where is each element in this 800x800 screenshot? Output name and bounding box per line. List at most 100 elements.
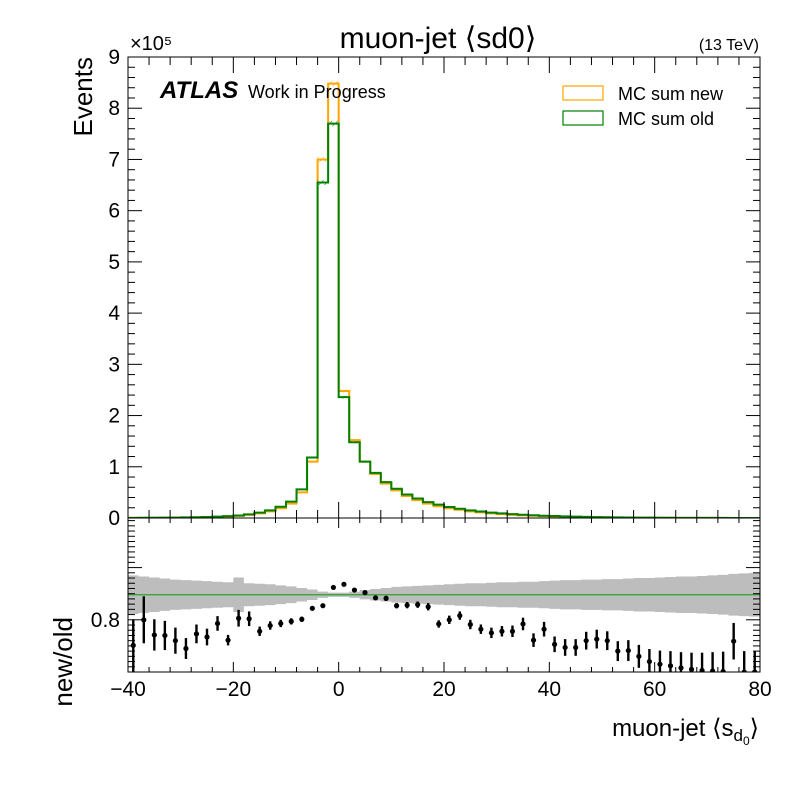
main-y-tick-label: 3 [108, 353, 120, 376]
ratio-x-tick-label: −20 [216, 678, 252, 701]
ratio-x-tick-label: 20 [432, 678, 455, 701]
ratio-point [731, 638, 737, 644]
x-axis-label-subsub: 0 [743, 734, 750, 748]
ratio-point [246, 616, 252, 622]
ratio-point [604, 638, 610, 644]
status-label: Work in Progress [248, 82, 386, 102]
main-data-layer [128, 80, 760, 518]
ratio-point [404, 602, 410, 608]
main-y-tick-label: 2 [108, 405, 120, 428]
ratio-point [562, 644, 568, 651]
ratio-point [657, 661, 663, 667]
histogram-new [128, 82, 760, 518]
ratio-y-tick-label: 0.8 [91, 609, 120, 632]
ratio-point [457, 613, 463, 619]
y-multiplier: ×10⁵ [130, 33, 172, 55]
ratio-point [330, 584, 336, 591]
x-axis-label-sub: d [733, 726, 742, 745]
ratio-point [541, 626, 547, 632]
main-y-tick-label: 8 [108, 97, 120, 120]
ratio-point [741, 669, 747, 672]
ratio-point [236, 615, 242, 621]
ratio-x-tick-label: 60 [643, 678, 666, 701]
ratio-x-tick-label: −40 [110, 678, 146, 701]
ratio-y-axis-label: new/old [48, 617, 78, 707]
ratio-point [488, 630, 494, 636]
ratio-point [267, 622, 273, 629]
ratio-point [141, 617, 147, 623]
ratio-panel: 0.8 −40 −20 0 20 40 60 80 [91, 517, 772, 701]
ratio-point [151, 632, 157, 638]
main-y-tick-label: 7 [108, 148, 120, 171]
ratio-point [415, 602, 421, 608]
ratio-point [299, 616, 305, 622]
legend: MC sum new MC sum old [562, 84, 724, 129]
ratio-x-axis: −40 −20 0 20 40 60 80 [110, 518, 772, 701]
ratio-point [257, 628, 263, 634]
ratio-x-tick-label: 0 [333, 678, 345, 701]
ratio-data-layer [128, 572, 760, 672]
ratio-point [183, 645, 189, 652]
ratio-point [204, 634, 210, 640]
ratio-point [720, 668, 726, 672]
legend-swatch-new [562, 85, 604, 101]
ratio-point [594, 636, 600, 642]
ratio-point [172, 638, 178, 644]
x-axis-label-main: muon-jet ⟨s [612, 715, 733, 742]
ratio-point [499, 628, 505, 634]
ratio-point [688, 666, 695, 672]
ratio-point [636, 653, 642, 659]
ratio-point [625, 647, 631, 654]
ratio-point [678, 665, 684, 671]
main-y-axis: 0 1 2 3 4 5 6 7 8 9 [108, 46, 760, 530]
ratio-point [394, 603, 400, 609]
main-y-tick-label: 1 [108, 456, 120, 479]
ratio-point [162, 632, 168, 639]
ratio-point [478, 626, 484, 632]
x-axis-label: muon-jet ⟨sd0⟩ [612, 715, 759, 748]
legend-label-old: MC sum old [618, 109, 714, 129]
ratio-point [436, 621, 442, 627]
ratio-point [509, 628, 516, 634]
ratio-point [130, 642, 136, 648]
energy-label: (13 TeV) [699, 37, 759, 54]
ratio-point [520, 621, 526, 627]
ratio-point [309, 605, 315, 611]
ratio-point [646, 658, 653, 665]
histogram-old [128, 122, 760, 518]
ratio-point [372, 595, 379, 601]
main-y-axis-label: Events [68, 57, 98, 137]
ratio-point [214, 620, 221, 627]
ratio-x-tick-label: 40 [538, 678, 561, 701]
main-y-tick-label: 5 [108, 251, 120, 274]
x-axis-label-suffix: ⟩ [750, 715, 759, 742]
ratio-point [615, 648, 621, 654]
ratio-point [193, 631, 200, 637]
ratio-point [752, 669, 758, 672]
legend-label-new: MC sum new [618, 84, 724, 104]
main-panel: 0 1 2 3 4 5 6 7 8 9 [108, 46, 761, 530]
main-y-tick-label: 4 [108, 302, 120, 325]
ratio-point [425, 604, 431, 610]
ratio-point [467, 621, 473, 628]
ratio-point [320, 603, 326, 609]
atlas-label: ATLAS [159, 77, 238, 104]
main-y-tick-label: 6 [108, 200, 120, 223]
ratio-point [552, 641, 558, 647]
ratio-point [710, 668, 716, 672]
legend-swatch-old [562, 110, 604, 126]
ratio-point [278, 620, 284, 627]
ratio-point [699, 667, 705, 672]
ratio-point [573, 644, 579, 651]
ratio-point [530, 637, 537, 643]
ratio-point [351, 587, 358, 593]
ratio-x-tick-label: 80 [748, 678, 771, 701]
ratio-point [667, 663, 674, 669]
ratio-point [362, 590, 368, 596]
main-y-tick-label: 0 [108, 507, 120, 530]
ratio-point [225, 637, 231, 643]
ratio-point [583, 638, 589, 644]
ratio-point [383, 595, 389, 601]
ratio-point [446, 617, 452, 623]
